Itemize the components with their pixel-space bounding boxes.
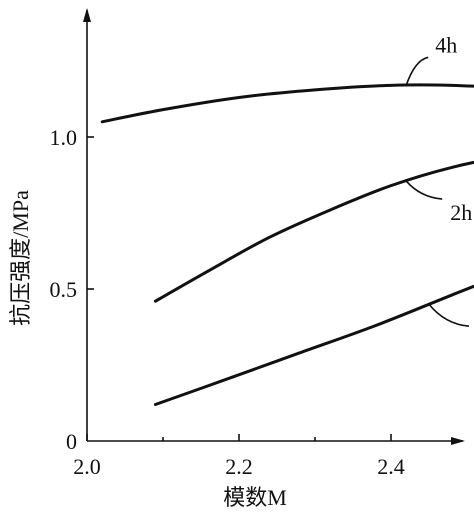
y-tick-label: 1.0: [50, 125, 78, 150]
series-labels: 24h4h2h1h: [405, 32, 472, 327]
x-axis-arrow: [451, 437, 465, 445]
x-tick-label: 2.2: [225, 454, 253, 479]
axes: [83, 8, 465, 445]
x-axis-label: 模数M: [223, 485, 287, 510]
ticks: 2.02.22.42.62.800.51.01.52.02.5: [50, 125, 405, 479]
series-label-2h: 2h: [450, 200, 472, 225]
leader-line-4h: [405, 56, 429, 86]
y-tick-label: 0: [66, 429, 77, 454]
x-tick-label: 2.0: [73, 454, 101, 479]
y-axis-label: 抗压强度/MPa: [8, 190, 33, 326]
series-line-4h: [100, 83, 474, 124]
x-tick-label: 2.4: [377, 454, 405, 479]
series-label-4h: 4h: [435, 32, 457, 57]
series-line-1h: [153, 284, 474, 407]
leader-line-2h: [405, 180, 443, 200]
y-axis-arrow: [83, 8, 91, 22]
y-tick-label: 0.5: [50, 277, 78, 302]
series-line-2h: [153, 160, 474, 303]
curves: [100, 83, 474, 407]
leader-line-1h: [428, 303, 470, 327]
